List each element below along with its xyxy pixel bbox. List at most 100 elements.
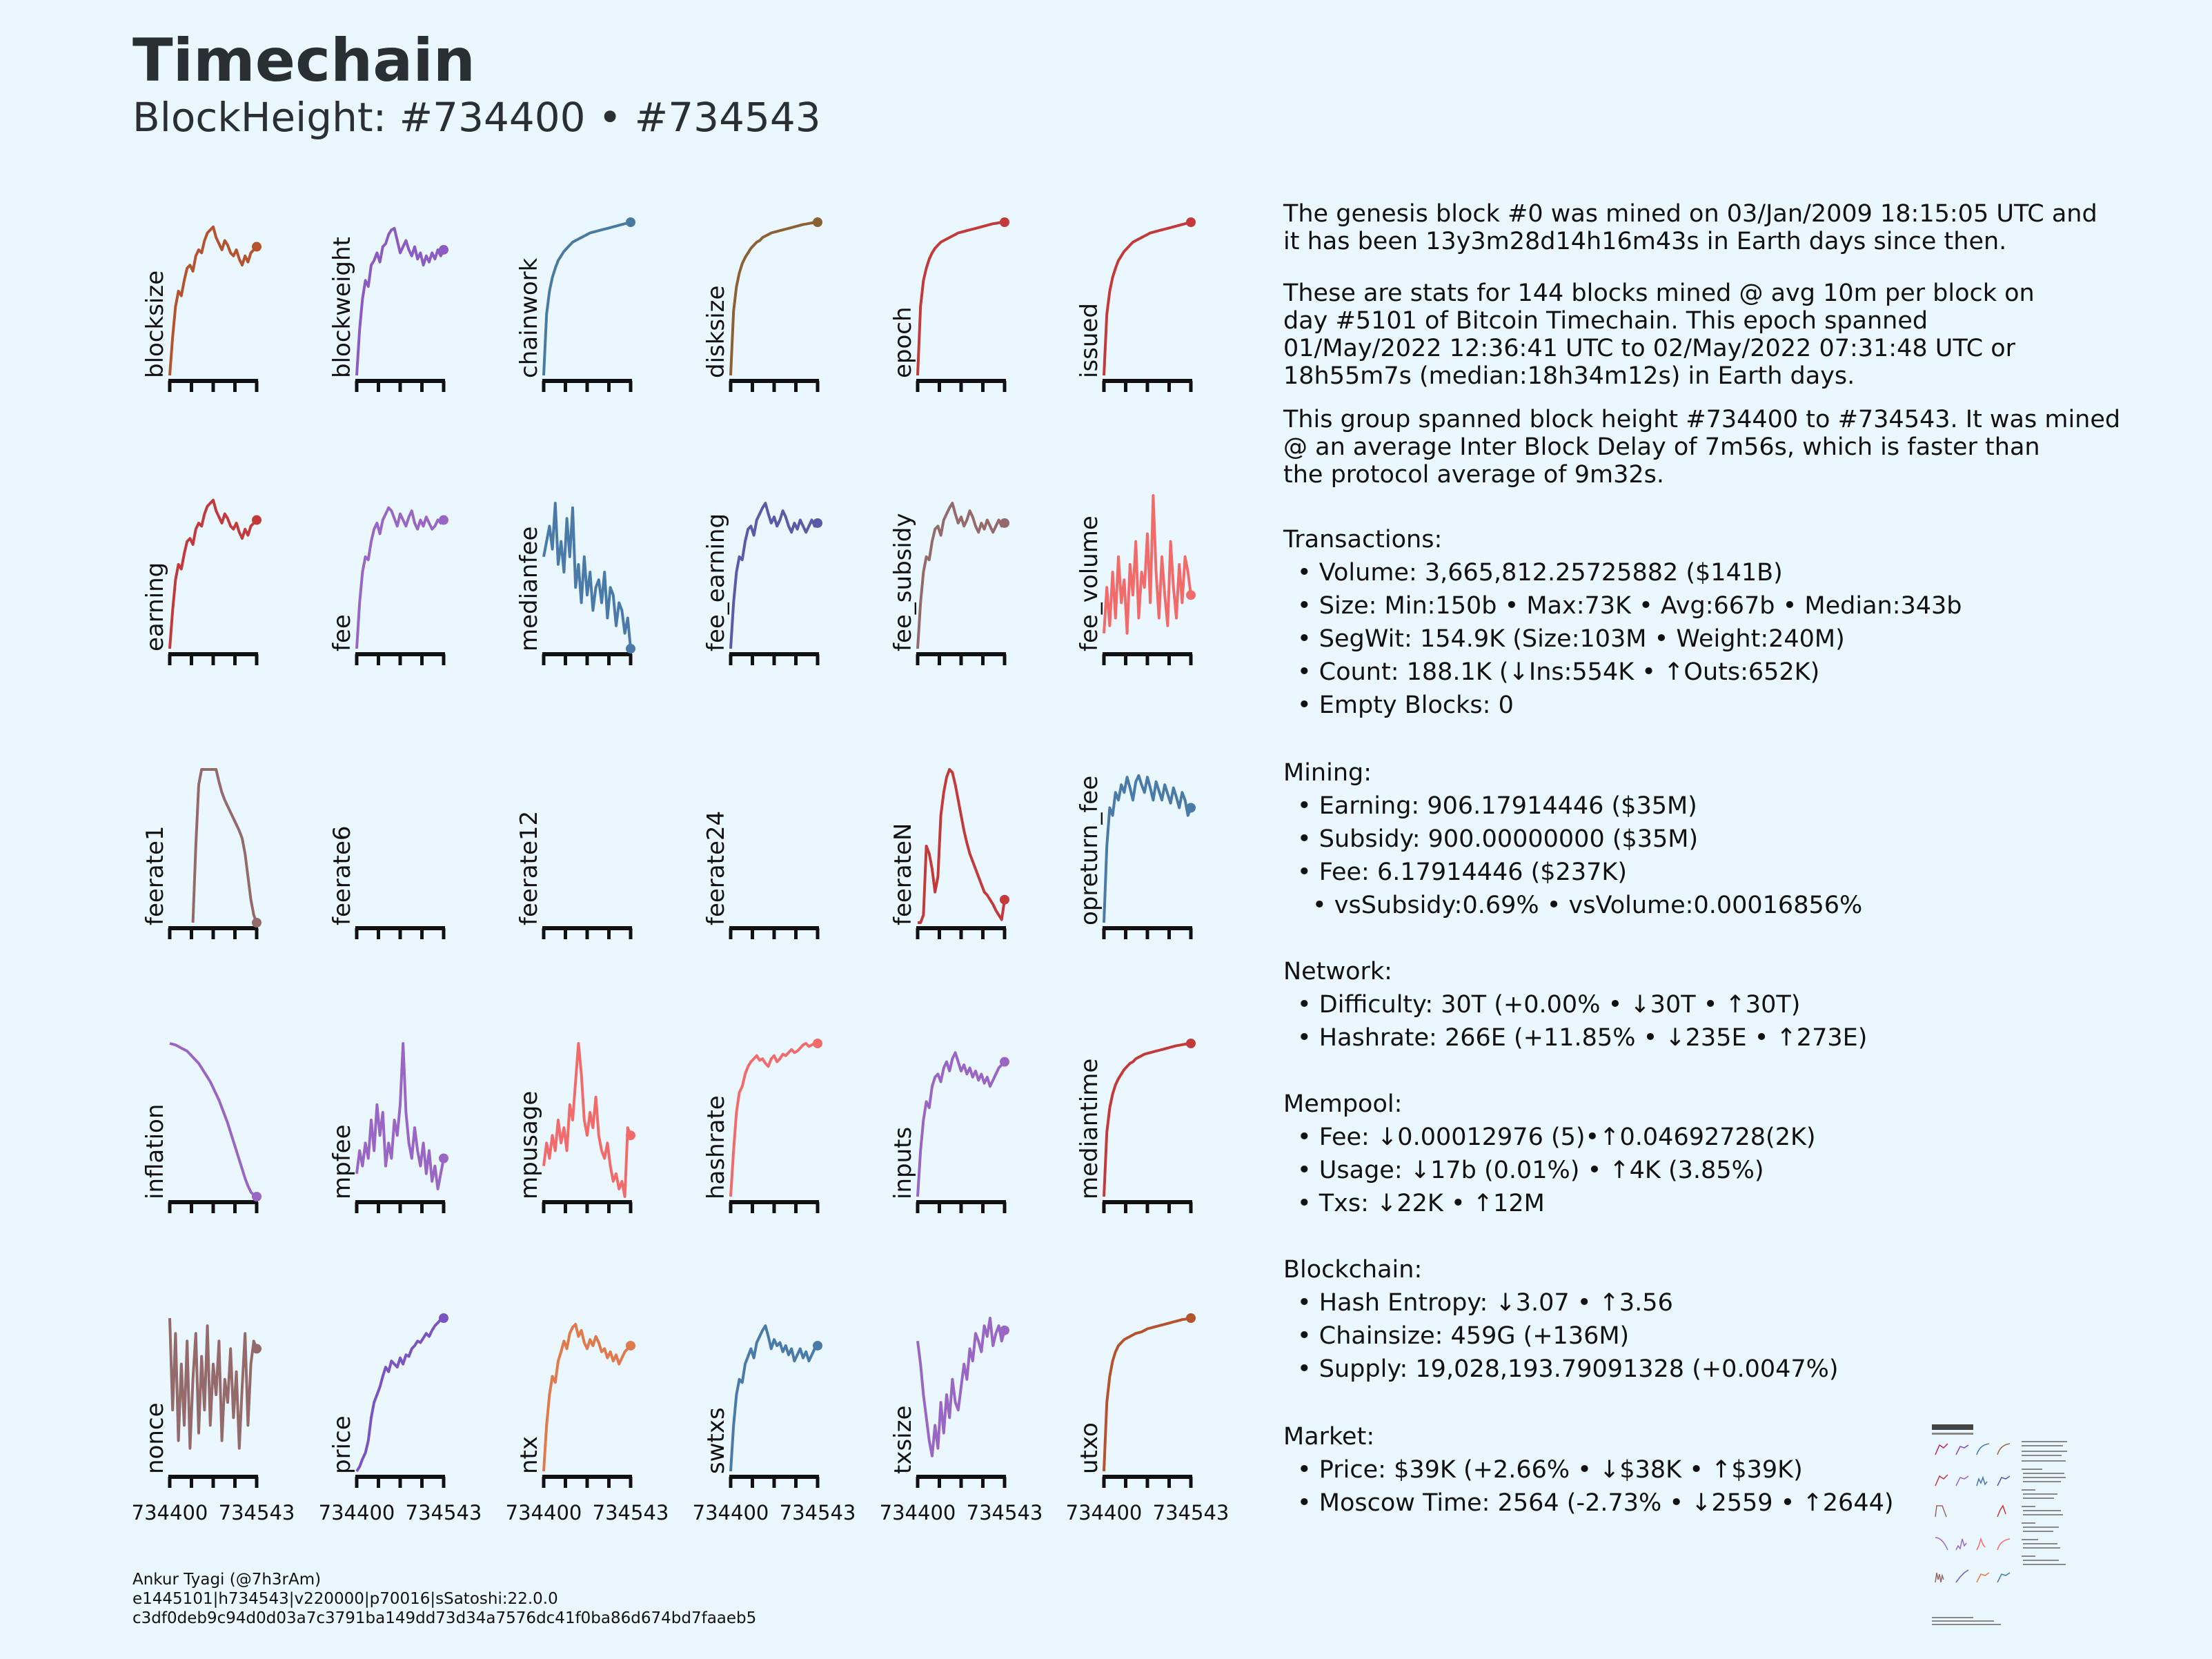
series-line xyxy=(916,221,1005,376)
series-label: feerateN xyxy=(889,823,917,925)
intro-paragraph-1: The genesis block #0 was mined on 03/Jan… xyxy=(1283,200,2097,255)
section-bullet: • Count: 188.1K (↓Ins:554K • ↑Outs:652K) xyxy=(1297,658,1820,686)
series-label: blockweight xyxy=(328,237,356,378)
series-endpoint xyxy=(252,918,261,927)
footer-author: Ankur Tyagi (@7h3rAm) xyxy=(132,1571,322,1589)
series-endpoint xyxy=(1186,1039,1196,1048)
x-tick-label: 734543 xyxy=(406,1501,482,1524)
series-endpoint xyxy=(1186,217,1196,227)
series-label: ntx xyxy=(515,1436,543,1474)
series-label: mediantime xyxy=(1076,1059,1103,1199)
series-line xyxy=(918,768,1006,924)
x-tick-label: 734400 xyxy=(319,1501,395,1524)
series-endpoint xyxy=(626,217,635,227)
series-endpoint xyxy=(1000,217,1009,227)
section-bullet: • SegWit: 154.9K (Size:103M • Weight:240… xyxy=(1297,625,1845,653)
footer-hash: c3df0deb9c94d0d03a7c3791ba149dd73d34a757… xyxy=(132,1609,757,1627)
section-bullet: • Empty Blocks: 0 xyxy=(1297,691,1514,719)
section-bullet: • Chainsize: 459G (+136M) xyxy=(1297,1322,1630,1350)
section-bullet: • vsSubsidy:0.69% • vsVolume:0.00016856% xyxy=(1312,892,1863,919)
section-bullet: • Volume: 3,665,812.25725882 ($141B) xyxy=(1297,559,1783,587)
page-title: Timechain xyxy=(132,26,476,95)
section-title: Mempool: xyxy=(1283,1090,1403,1118)
series-endpoint xyxy=(252,1344,261,1354)
series-line xyxy=(729,502,819,649)
series-label: fee_subsidy xyxy=(889,513,917,651)
series-label: txsize xyxy=(889,1406,917,1474)
x-tick-label: 734400 xyxy=(506,1501,582,1524)
series-label: inflation xyxy=(141,1104,169,1199)
series-line xyxy=(355,506,445,649)
series-endpoint xyxy=(626,644,635,654)
intro-paragraph-3: This group spanned block height #734400 … xyxy=(1283,406,2121,489)
series-endpoint xyxy=(626,1340,635,1351)
series-label: mpusage xyxy=(515,1091,543,1199)
series-line xyxy=(542,1322,632,1472)
section-bullet: • Hashrate: 266E (+11.85% • ↓235E • ↑273… xyxy=(1297,1024,1868,1052)
series-line xyxy=(542,1042,632,1198)
series-label: price xyxy=(328,1415,356,1474)
series-label: earning xyxy=(141,562,169,651)
thumbnail-preview xyxy=(1932,1420,2070,1629)
section-bullet: • Fee: 6.17914446 ($237K) xyxy=(1297,858,1627,886)
series-label: feerate12 xyxy=(515,811,543,925)
x-tick-label: 734543 xyxy=(1153,1501,1230,1524)
sparkline-grid: blocksize blockweight chainwork disksize epo… xyxy=(132,217,1230,1524)
section-title: Mining: xyxy=(1283,759,1372,787)
x-tick-label: 734543 xyxy=(593,1501,669,1524)
x-tick-label: 734400 xyxy=(880,1501,956,1524)
series-label: epoch xyxy=(889,306,917,378)
series-line xyxy=(1103,221,1192,376)
series-endpoint xyxy=(813,1039,822,1048)
series-endpoint xyxy=(813,217,822,227)
series-line xyxy=(355,1317,444,1473)
series-endpoint xyxy=(1000,518,1009,528)
series-line xyxy=(168,225,258,376)
x-tick-label: 734543 xyxy=(219,1501,295,1524)
series-endpoint xyxy=(1000,1325,1009,1335)
series-line xyxy=(1103,1042,1192,1197)
section-title: Network: xyxy=(1283,958,1392,985)
section-bullet: • Hash Entropy: ↓3.07 • ↑3.56 xyxy=(1297,1289,1673,1317)
series-label: medianfee xyxy=(515,527,543,651)
series-label: fee_earning xyxy=(702,513,730,651)
section-bullet: • Usage: ↓17b (0.01%) • ↑4K (3.85%) xyxy=(1297,1157,1764,1184)
page-subtitle: BlockHeight: #734400 • #734543 xyxy=(132,94,821,141)
series-label: feerate1 xyxy=(141,826,169,926)
series-label: fee_volume xyxy=(1076,516,1103,651)
series-line xyxy=(168,1317,258,1450)
x-tick-label: 734400 xyxy=(693,1501,769,1524)
series-endpoint xyxy=(439,515,448,525)
series-label: nonce xyxy=(141,1402,169,1474)
series-line xyxy=(191,768,258,923)
section-bullet: • Size: Min:150b • Max:73K • Avg:667b • … xyxy=(1297,592,1962,620)
series-line xyxy=(916,502,1006,649)
series-label: disksize xyxy=(702,286,730,378)
series-label: feerate6 xyxy=(328,826,356,926)
series-line xyxy=(168,498,258,649)
section-bullet: • Subsidy: 900.00000000 ($35M) xyxy=(1297,825,1699,853)
series-line xyxy=(542,502,632,649)
series-line xyxy=(1103,774,1192,923)
series-label: feerate24 xyxy=(702,811,730,925)
series-label: blocksize xyxy=(141,271,169,378)
series-endpoint xyxy=(626,1130,635,1141)
footer-version: e1445101|h734543|v220000|p70016|sSatoshi… xyxy=(132,1590,558,1608)
section-bullet: • Txs: ↓22K • ↑12M xyxy=(1297,1190,1545,1217)
series-label: swtxs xyxy=(702,1407,730,1474)
series-endpoint xyxy=(439,1313,448,1323)
x-tick-label: 734400 xyxy=(132,1501,208,1524)
series-endpoint xyxy=(252,1192,261,1201)
section-bullet: • Price: $39K (+2.66% • ↓$38K • ↑$39K) xyxy=(1297,1456,1803,1484)
series-label: hashrate xyxy=(702,1095,730,1199)
series-line xyxy=(355,226,445,376)
series-label: opreturn_fee xyxy=(1076,776,1103,925)
x-tick-label: 734543 xyxy=(967,1501,1043,1524)
series-endpoint xyxy=(252,515,261,525)
series-label: issued xyxy=(1076,303,1103,378)
series-label: utxo xyxy=(1076,1422,1103,1474)
series-line xyxy=(916,1317,1006,1457)
series-line xyxy=(916,1051,1006,1197)
series-endpoint xyxy=(1000,894,1009,905)
series-endpoint xyxy=(813,518,822,528)
